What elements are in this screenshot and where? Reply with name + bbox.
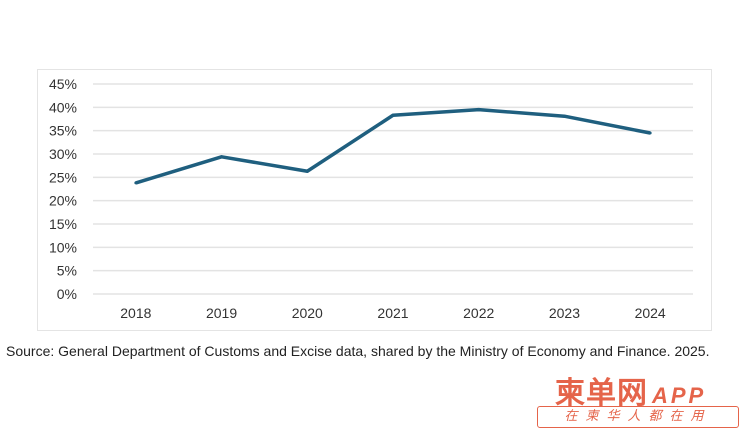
- watermark-tagline: 在柬华人都在用: [537, 406, 739, 428]
- source-note: Source: General Department of Customs an…: [6, 343, 710, 359]
- y-tick-label: 5%: [57, 263, 77, 279]
- watermark-brand: 柬单网: [555, 376, 648, 411]
- x-tick-label: 2024: [635, 305, 666, 321]
- x-tick-label: 2020: [292, 305, 323, 321]
- y-tick-label: 15%: [49, 216, 77, 232]
- data-point: [391, 113, 395, 117]
- data-point: [134, 181, 138, 185]
- series-line: [135, 107, 651, 185]
- data-point: [220, 155, 224, 159]
- x-tick-label: 2021: [377, 305, 408, 321]
- y-tick-label: 0%: [57, 286, 77, 302]
- x-tick-label: 2023: [549, 305, 580, 321]
- y-tick-label: 30%: [49, 146, 77, 162]
- data-point: [477, 108, 481, 112]
- watermark-logo: 柬单网 APP 在柬华人都在用: [537, 368, 740, 430]
- x-tick-label: 2018: [120, 305, 151, 321]
- watermark-app: APP: [652, 383, 707, 408]
- y-tick-label: 10%: [49, 239, 77, 255]
- line-chart: 0% 5% 10% 15% 20% 25% 30% 35% 40% 45% 2018 2019 2020…: [49, 76, 693, 321]
- y-tick-label: 40%: [49, 99, 77, 115]
- y-tick-label: 35%: [49, 123, 77, 139]
- y-tick-label: 25%: [49, 169, 77, 185]
- x-tick-label: 2022: [463, 305, 494, 321]
- chart-frame: [37, 69, 712, 331]
- y-tick-label: 20%: [49, 193, 77, 209]
- x-tick-label: 2019: [206, 305, 237, 321]
- y-tick-label: 45%: [49, 76, 77, 92]
- data-point: [648, 131, 652, 135]
- data-point: [305, 169, 309, 173]
- data-point: [562, 114, 566, 118]
